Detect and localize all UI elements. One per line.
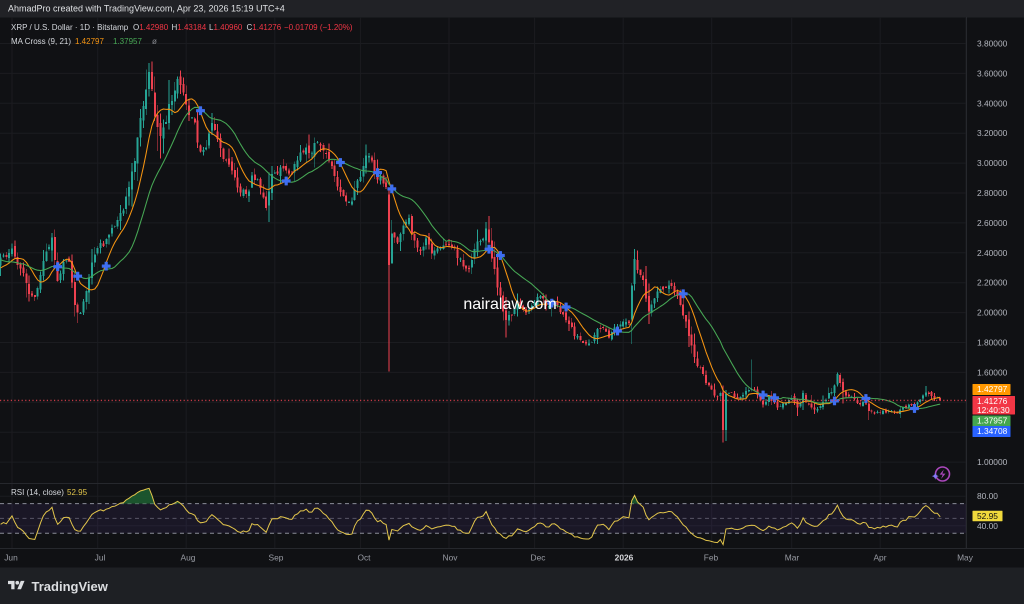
svg-text:2.00000: 2.00000 xyxy=(977,308,1008,318)
svg-text:Jun: Jun xyxy=(4,553,18,563)
svg-text:Apr: Apr xyxy=(873,553,886,563)
svg-text:1.37957: 1.37957 xyxy=(113,37,142,46)
svg-text:2.40000: 2.40000 xyxy=(977,248,1008,258)
svg-text:1.42797: 1.42797 xyxy=(977,384,1008,394)
svg-text:L1.40960: L1.40960 xyxy=(209,23,243,32)
svg-text:52.95: 52.95 xyxy=(67,488,88,497)
svg-text:H1.43184: H1.43184 xyxy=(172,23,207,32)
svg-text:C1.41276: C1.41276 xyxy=(247,23,282,32)
svg-text:1.60000: 1.60000 xyxy=(977,367,1008,377)
svg-text:3.40000: 3.40000 xyxy=(977,98,1008,108)
svg-text:−0.01709 (−1.20%): −0.01709 (−1.20%) xyxy=(284,23,353,32)
svg-text:2.80000: 2.80000 xyxy=(977,188,1008,198)
svg-text:80.00: 80.00 xyxy=(977,491,998,501)
svg-text:2.20000: 2.20000 xyxy=(977,278,1008,288)
svg-text:40.00: 40.00 xyxy=(977,521,998,531)
svg-text:1.00000: 1.00000 xyxy=(977,457,1008,467)
svg-text:2.60000: 2.60000 xyxy=(977,218,1008,228)
svg-text:RSI (14, close): RSI (14, close) xyxy=(11,488,64,497)
svg-text:AhmadPro created with TradingV: AhmadPro created with TradingView.com, A… xyxy=(8,4,285,14)
svg-text:1.41276: 1.41276 xyxy=(977,396,1008,406)
svg-text:Sep: Sep xyxy=(269,553,284,563)
svg-text:12:40:30: 12:40:30 xyxy=(977,405,1010,415)
svg-text:Jul: Jul xyxy=(95,553,106,563)
svg-text:52.95: 52.95 xyxy=(977,511,998,521)
svg-text:May: May xyxy=(957,553,974,563)
svg-text:Aug: Aug xyxy=(181,553,196,563)
svg-text:2026: 2026 xyxy=(615,553,634,563)
svg-text:3.80000: 3.80000 xyxy=(977,39,1008,49)
svg-text:1.42797: 1.42797 xyxy=(75,37,104,46)
svg-text:1.80000: 1.80000 xyxy=(977,338,1008,348)
svg-text:3.00000: 3.00000 xyxy=(977,158,1008,168)
svg-text:1.37957: 1.37957 xyxy=(977,416,1008,426)
svg-text:ø: ø xyxy=(152,37,157,46)
svg-text:Dec: Dec xyxy=(531,553,546,563)
svg-text:Nov: Nov xyxy=(443,553,459,563)
svg-text:3.20000: 3.20000 xyxy=(977,128,1008,138)
svg-text:nairalaw.com: nairalaw.com xyxy=(463,296,556,313)
svg-text:TradingView: TradingView xyxy=(32,579,109,594)
svg-text:Mar: Mar xyxy=(785,553,800,563)
svg-text:Feb: Feb xyxy=(704,553,719,563)
svg-text:3.60000: 3.60000 xyxy=(977,68,1008,78)
svg-text:Oct: Oct xyxy=(357,553,371,563)
svg-text:XRP / U.S. Dollar · 1D · Bitst: XRP / U.S. Dollar · 1D · Bitstamp xyxy=(11,23,129,32)
svg-text:MA Cross (9, 21): MA Cross (9, 21) xyxy=(11,37,71,46)
svg-text:1.34708: 1.34708 xyxy=(977,426,1008,436)
svg-text:O1.42980: O1.42980 xyxy=(133,23,169,32)
